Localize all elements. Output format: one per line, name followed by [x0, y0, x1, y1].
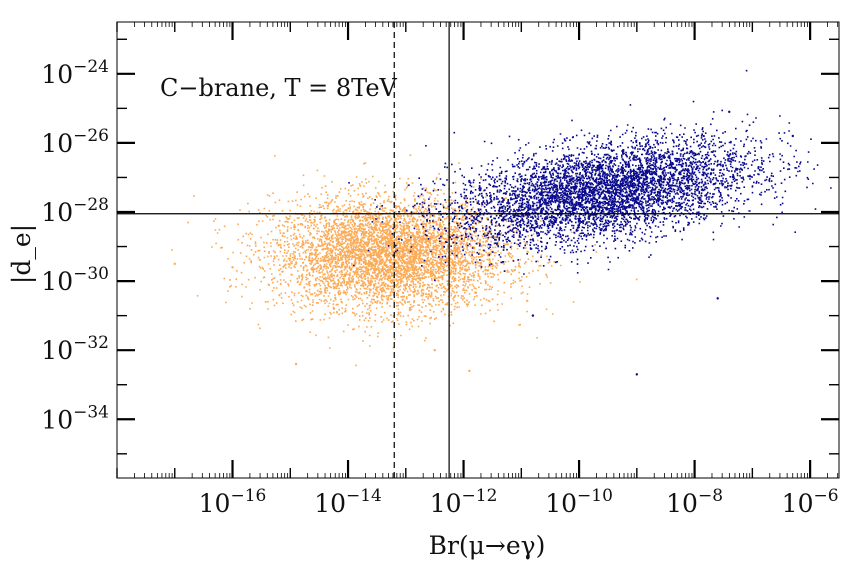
y-tick-label: 10−26 — [41, 126, 109, 158]
series-layer — [171, 69, 832, 376]
series-orange-points — [171, 154, 638, 367]
series-blue-outlier-3 — [531, 314, 535, 317]
y-tick-label: 10−28 — [41, 195, 109, 227]
series-orange-outlier-4 — [433, 348, 436, 352]
plot-background — [117, 22, 839, 478]
x-tick-label: 10−6 — [782, 486, 839, 518]
series-orange-outlier-1 — [173, 262, 176, 266]
series-orange-outlier-5 — [277, 224, 280, 228]
series-blue-outlier-2 — [791, 134, 794, 138]
x-tick-label: 10−10 — [545, 486, 613, 518]
series-orange-outlier-0 — [231, 266, 234, 269]
reference-lines — [117, 22, 839, 478]
y-tick-label: 10−30 — [41, 264, 109, 296]
series-orange-outlier-2 — [294, 362, 298, 366]
plot-frame — [116, 21, 840, 479]
chart-annotation: C−brane, T = 8TeV — [160, 74, 398, 102]
y-tick-label: 10−32 — [41, 333, 109, 365]
series-blue-outlier-4 — [468, 179, 471, 183]
series-orange-outlier-3 — [468, 369, 471, 373]
x-tick-labels: 10−16 10−14 10−12 10−10 10−8 10−6 — [199, 486, 839, 518]
x-tick-label: 10−12 — [430, 486, 498, 518]
series-orange — [171, 154, 638, 373]
x-axis-title: Br(μ→eγ) — [429, 531, 546, 560]
y-tick-label: 10−24 — [41, 57, 109, 89]
x-tick-label: 10−14 — [314, 486, 382, 518]
x-tick-label: 10−16 — [199, 486, 267, 518]
series-blue-outlier-5 — [716, 297, 719, 300]
y-axis-title: |d_e| — [7, 224, 37, 284]
y-tick-label: 10−34 — [41, 402, 109, 434]
series-blue — [348, 69, 832, 376]
series-blue-outlier-1 — [728, 110, 731, 114]
x-tick-label: 10−8 — [666, 486, 723, 518]
minor-ticks — [116, 22, 839, 478]
y-tick-labels: 10−24 10−26 10−28 10−30 10−32 10−34 — [41, 57, 109, 434]
major-ticks — [117, 22, 839, 478]
series-blue-outlier-0 — [635, 373, 639, 376]
